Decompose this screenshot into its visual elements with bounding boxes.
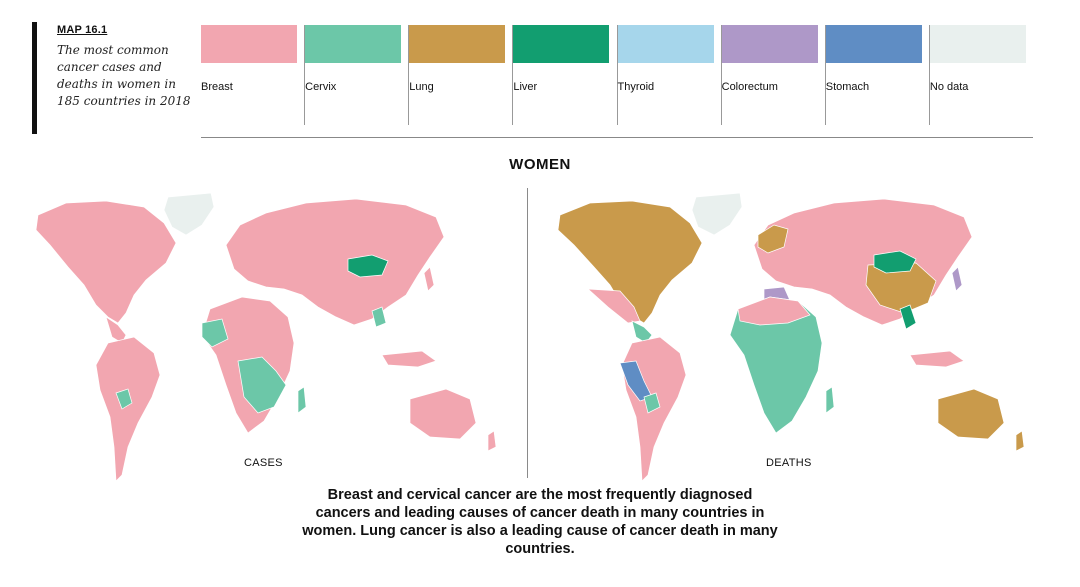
map-number: MAP 16.1 (57, 24, 108, 36)
legend-swatch-stomach (825, 25, 922, 63)
map-title-block: MAP 16.1 The most common cancer cases an… (32, 22, 197, 134)
legend-item-thyroid: Thyroid (617, 25, 722, 125)
europe-lung-shape (757, 224, 789, 254)
north-america-shape (35, 200, 177, 324)
legend-item-no-data: No data (929, 25, 1033, 125)
north-africa-shape (737, 296, 811, 326)
greenland-shape (163, 192, 215, 236)
legend-item-lung: Lung (409, 25, 514, 125)
legend-label-liver: Liver (513, 81, 538, 93)
southeast-asia-cervix-shape (371, 306, 387, 328)
legend-swatch-cervix (305, 25, 402, 63)
legend-swatch-breast (201, 25, 297, 63)
legend-label-stomach: Stomach (825, 81, 870, 93)
deaths-map (557, 192, 1025, 482)
new-zealand-shape (487, 430, 497, 452)
legend-swatch-liver (513, 25, 610, 63)
north-america-shape (557, 200, 703, 324)
legend-label-breast: Breast (201, 81, 233, 93)
deaths-label: DEATHS (766, 457, 812, 469)
legend-label-colorectum: Colorectum (721, 81, 778, 93)
paraguay-cervix-shape (643, 392, 661, 414)
madagascar-shape (825, 386, 835, 414)
caption: Breast and cervical cancer are the most … (302, 487, 778, 557)
legend-swatch-no-data (929, 25, 1026, 63)
legend: Breast Cervix Lung Liver Thyroid Colorec… (201, 25, 1033, 138)
indonesia-shape (909, 350, 965, 368)
legend-item-stomach: Stomach (825, 25, 930, 125)
madagascar-shape (297, 386, 307, 414)
cases-label: CASES (244, 457, 283, 469)
south-america-cervix-shape (115, 388, 133, 410)
legend-label-thyroid: Thyroid (617, 81, 655, 93)
eurasia-shape (225, 198, 445, 326)
japan-shape (423, 266, 435, 292)
legend-item-cervix: Cervix (305, 25, 410, 125)
south-america-shape (95, 336, 161, 482)
map-subtitle: The most common cancer cases and deaths … (57, 43, 191, 108)
legend-item-breast: Breast (201, 25, 306, 125)
greenland-shape (691, 192, 743, 236)
legend-item-colorectum: Colorectum (721, 25, 826, 125)
new-zealand-shape (1015, 430, 1025, 452)
legend-swatch-colorectum (721, 25, 818, 63)
africa-shape (729, 296, 823, 434)
legend-label-no-data: No data (929, 81, 969, 93)
central-africa-cervix-shape (237, 356, 287, 414)
japan-shape (951, 266, 963, 292)
legend-swatch-lung (409, 25, 506, 63)
indonesia-shape (381, 350, 437, 368)
legend-swatch-thyroid (617, 25, 714, 63)
mongolia-shape (347, 254, 389, 278)
australia-shape (937, 388, 1005, 440)
legend-label-lung: Lung (409, 81, 434, 93)
cases-map (35, 192, 497, 482)
legend-item-liver: Liver (513, 25, 618, 125)
west-africa-cervix-shape (201, 318, 229, 348)
china-lung-shape (865, 262, 937, 314)
southeast-asia-liver-shape (899, 304, 917, 330)
australia-shape (409, 388, 477, 440)
mongolia-shape (873, 250, 917, 274)
legend-label-cervix: Cervix (305, 81, 337, 93)
mexico-shape (587, 288, 641, 324)
section-title: WOMEN (509, 156, 571, 173)
map-divider (527, 188, 528, 478)
